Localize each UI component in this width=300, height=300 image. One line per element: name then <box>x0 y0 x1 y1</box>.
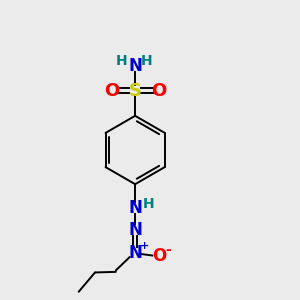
Text: +: + <box>140 241 149 251</box>
Text: N: N <box>128 57 142 75</box>
Text: -: - <box>166 243 171 256</box>
Text: O: O <box>104 82 119 100</box>
Text: H: H <box>143 197 154 212</box>
Text: N: N <box>128 244 142 262</box>
Text: N: N <box>128 199 142 217</box>
Text: H: H <box>141 54 152 68</box>
Text: S: S <box>129 82 142 100</box>
Text: O: O <box>151 82 166 100</box>
Text: O: O <box>152 247 166 265</box>
Text: H: H <box>116 54 128 68</box>
Text: N: N <box>128 221 142 239</box>
